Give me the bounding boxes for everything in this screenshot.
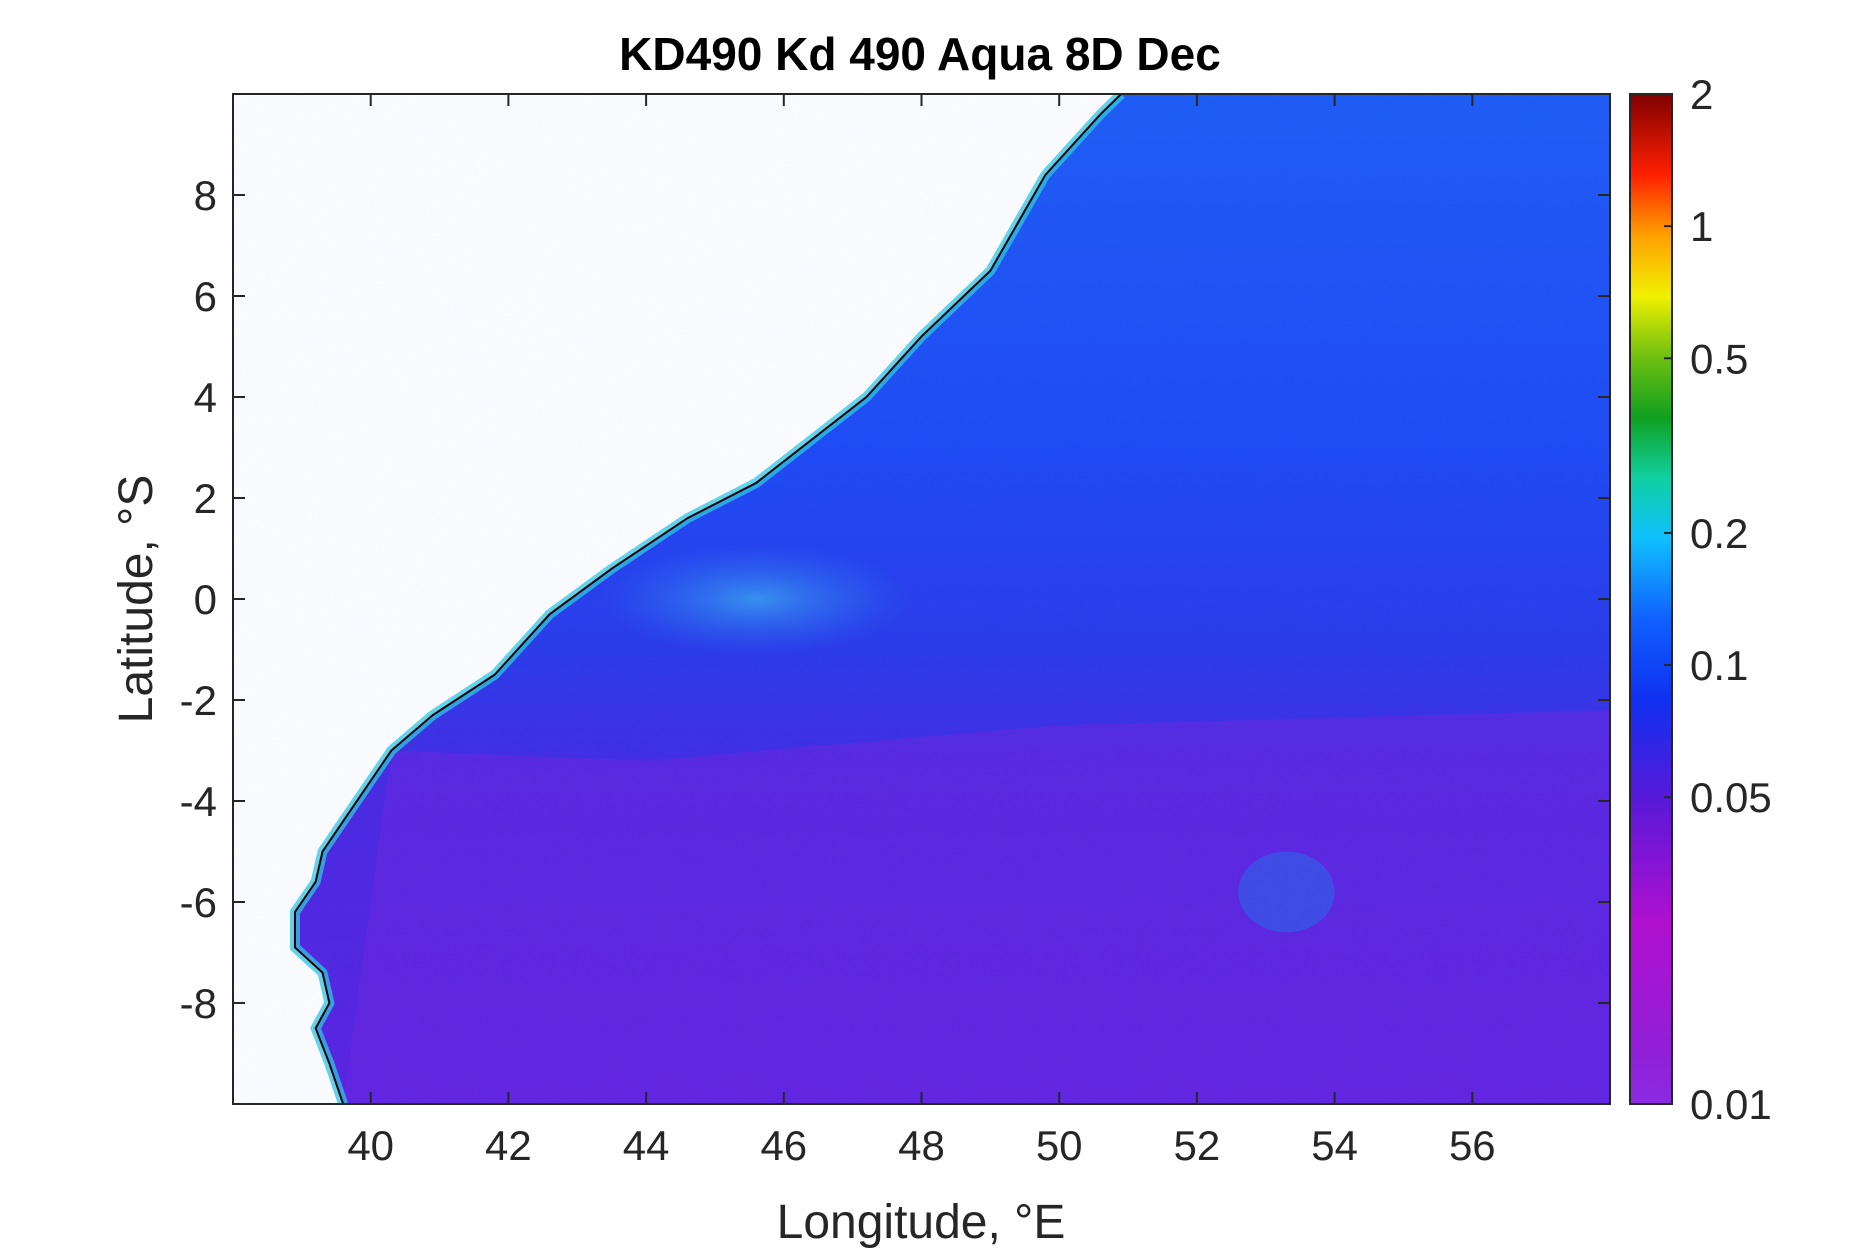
y-tick-label: 0 xyxy=(194,576,217,623)
x-tick-label: 56 xyxy=(1449,1122,1496,1169)
y-tick-label: 6 xyxy=(194,273,217,320)
x-tick-label: 54 xyxy=(1311,1122,1358,1169)
x-tick-label: 44 xyxy=(623,1122,670,1169)
x-tick-label: 40 xyxy=(347,1122,394,1169)
colorbar-tick-label: 1 xyxy=(1690,203,1713,250)
colorbar-tick-label: 0.5 xyxy=(1690,335,1748,382)
x-tick-label: 46 xyxy=(760,1122,807,1169)
x-tick-label: 52 xyxy=(1174,1122,1221,1169)
colorbar: 2 1 0.5 0.2 0.1 0.05 0.01 xyxy=(1629,71,1772,1128)
x-tick-label: 42 xyxy=(485,1122,532,1169)
x-tick-label: 50 xyxy=(1036,1122,1083,1169)
y-tick-label: -2 xyxy=(180,677,217,724)
x-axis: 40 42 44 46 48 50 52 54 56 xyxy=(347,94,1496,1169)
colorbar-gradient xyxy=(1629,93,1673,1105)
colorbar-tick-label: 0.1 xyxy=(1690,642,1748,689)
colorbar-ticks: 2 1 0.5 0.2 0.1 0.05 0.01 xyxy=(1664,71,1772,1128)
y-tick-label: -4 xyxy=(180,778,217,825)
colorbar-tick-label: 2 xyxy=(1690,71,1713,118)
texture-noise xyxy=(233,94,1610,1104)
y-tick-label: 8 xyxy=(194,172,217,219)
y-axis: 8 6 4 2 0 -2 -4 -6 -8 xyxy=(180,172,1610,1027)
x-tick-label: 48 xyxy=(898,1122,945,1169)
colorbar-tick-label: 0.2 xyxy=(1690,510,1748,557)
y-axis-label: Latitude, °S xyxy=(110,475,163,724)
y-tick-label: -6 xyxy=(180,879,217,926)
y-tick-label: 2 xyxy=(194,475,217,522)
colorbar-tick-label: 0.05 xyxy=(1690,774,1772,821)
plot-area xyxy=(233,94,1610,1104)
y-tick-label: 4 xyxy=(194,374,217,421)
chart-title: KD490 Kd 490 Aqua 8D Dec xyxy=(619,28,1221,80)
y-tick-label: -8 xyxy=(180,980,217,1027)
x-axis-label: Longitude, °E xyxy=(777,1196,1066,1249)
colorbar-tick-label: 0.01 xyxy=(1690,1081,1772,1128)
